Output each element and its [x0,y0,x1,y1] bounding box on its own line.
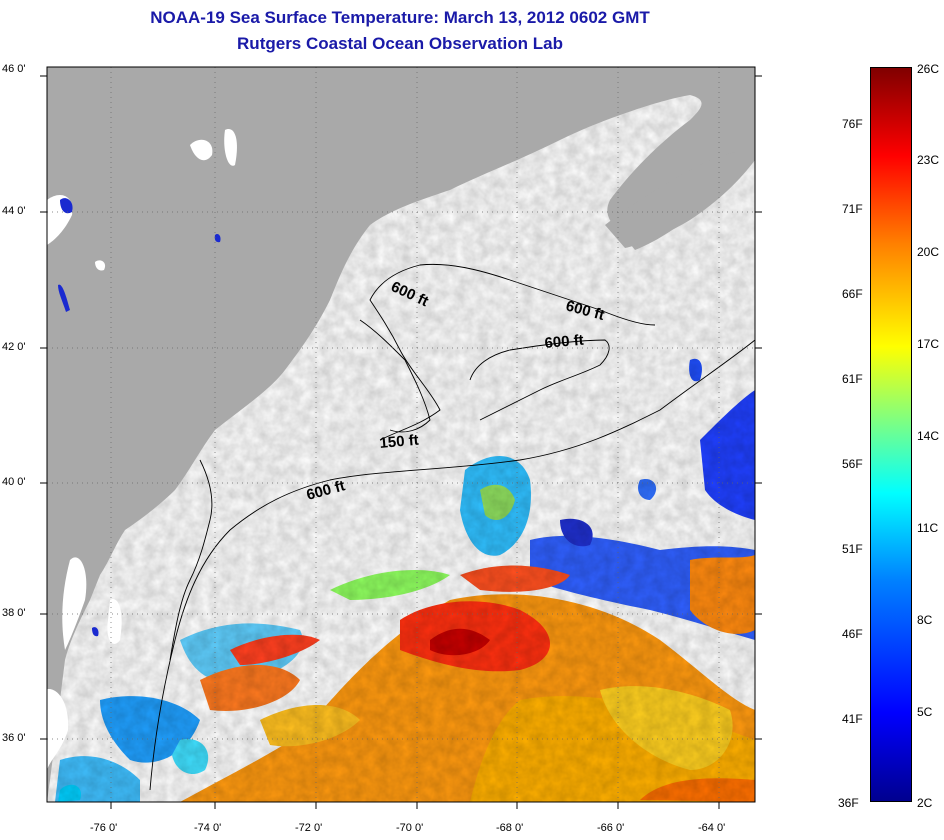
lon-label: -70 0' [396,822,424,834]
lon-label: -74 0' [194,822,222,834]
colorbar-fahrenheit-label: 56F [842,457,863,471]
lon-label: -64 0' [698,822,726,834]
colorbar-fahrenheit-label: 61F [842,372,863,386]
land-mass [47,67,755,802]
colorbar-celsius-label: 11C [917,521,939,535]
map-title: NOAA-19 Sea Surface Temperature: March 1… [150,8,650,27]
colorbar-fahrenheit-label: 36F [838,796,859,810]
lon-label: -66 0' [597,822,625,834]
lat-label: 36 0' [2,732,26,744]
map-frame [46,66,756,803]
lat-label: 46 0' [2,63,26,75]
map-subtitle: Rutgers Coastal Ocean Observation Lab [237,34,563,53]
colorbar-celsius-label: 20C [917,245,940,259]
lat-label: 44 0' [2,205,26,217]
colorbar-celsius-label: 26C [917,62,940,76]
bathymetry-contours [149,263,755,791]
colorbar-celsius-label: 2C [917,796,933,810]
axis-ticks [40,75,762,809]
colorbar-fahrenheit-label: 46F [842,627,863,641]
colorbar-celsius-label: 8C [917,613,933,627]
lat-label: 38 0' [2,607,26,619]
colorbar-celsius-label: 14C [917,429,940,443]
colorbar-fahrenheit-label: 51F [842,542,863,556]
lon-label: -68 0' [496,822,524,834]
lon-label: -72 0' [295,822,323,834]
graticule [47,67,755,802]
contour-label-150ft: 150 ft [379,432,420,452]
colorbar-celsius-label: 17C [917,337,940,351]
colorbar-fahrenheit-label: 41F [842,712,863,726]
contour-label-600ft-georges: 600 ft [544,332,585,352]
colorbar-celsius-label: 5C [917,705,933,719]
colorbar-celsius-label: 23C [917,153,940,167]
lat-label: 42 0' [2,341,26,353]
colorbar-fahrenheit-label: 71F [842,202,863,216]
temperature-colorbar [870,67,912,802]
lat-label: 40 0' [2,476,26,488]
colorbar-fahrenheit-label: 76F [842,117,863,131]
colorbar-fahrenheit-label: 66F [842,287,863,301]
lon-label: -76 0' [90,822,118,834]
